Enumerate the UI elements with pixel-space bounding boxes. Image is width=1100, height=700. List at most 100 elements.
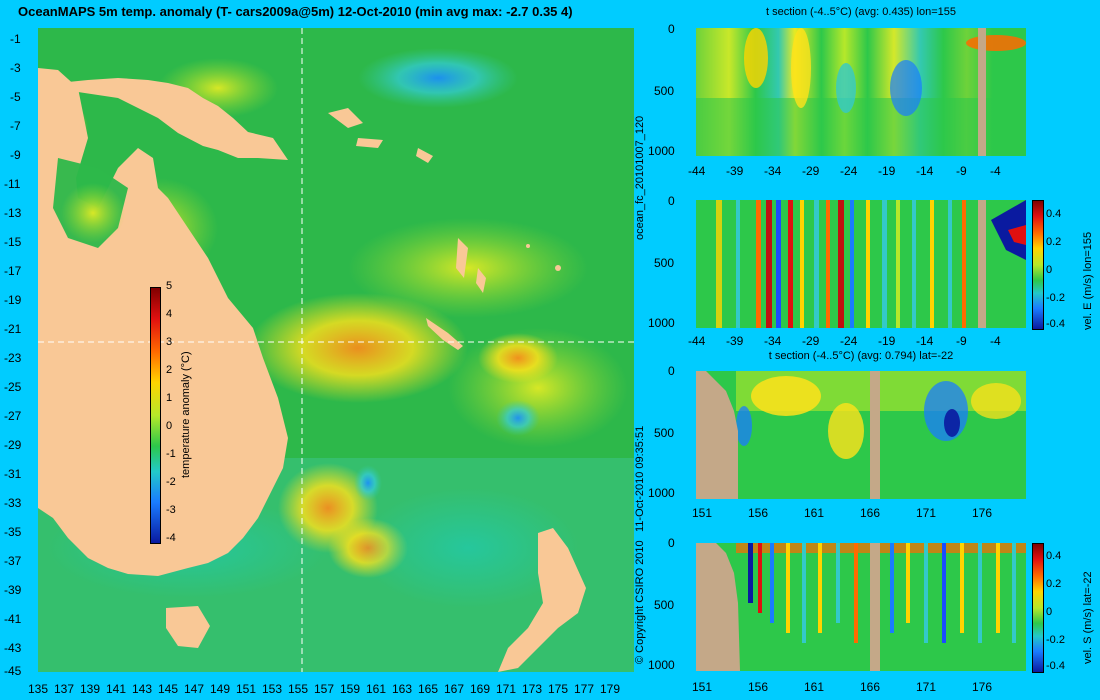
lon-tick: 165 [418, 682, 439, 696]
p1-y-tick: 0 [668, 22, 675, 36]
p1-y-tick: 1000 [648, 144, 675, 158]
p2-x-tick: -29 [802, 334, 820, 348]
lon-tick: 169 [470, 682, 491, 696]
lon-tick: 177 [574, 682, 595, 696]
lat-tick: -21 [4, 322, 22, 336]
island [476, 268, 486, 293]
p1-x-tick: -4 [990, 164, 1001, 178]
lat-tick: -1 [10, 32, 21, 46]
lat-tick: -9 [10, 148, 21, 162]
lon-tick: 145 [158, 682, 179, 696]
p4-x-tick: 171 [916, 680, 937, 694]
temperature-anomaly-map [38, 28, 634, 672]
lat-tick: -39 [4, 583, 22, 597]
p4-x-tick: 151 [692, 680, 713, 694]
lat-tick: -15 [4, 235, 22, 249]
p2-x-tick: -4 [990, 334, 1001, 348]
timestamp-label: 11-Oct-2010 09:35:51 [634, 425, 646, 532]
vel-e-colorbar [1032, 200, 1044, 330]
section-land [978, 200, 986, 328]
lon-tick: 137 [54, 682, 75, 696]
vel-e-colorbar-label: vel. E (m/s) lon=155 [1082, 231, 1094, 330]
p1-y-tick: 500 [654, 84, 675, 98]
p3-y-tick: 1000 [648, 486, 675, 500]
p3-y-tick: 0 [668, 364, 675, 378]
lon-tick: 163 [392, 682, 413, 696]
p1-x-tick: -39 [726, 164, 744, 178]
lat-tick: -43 [4, 641, 22, 655]
map-colorbar-tick: 3 [166, 336, 173, 348]
lat-tick: -23 [4, 351, 22, 365]
p3-x-tick: 171 [916, 506, 937, 520]
new-zealand-land [498, 528, 586, 672]
copyright-label: © Copyright CSIRO 2010 [634, 540, 646, 664]
lat-tick: -3 [10, 61, 21, 75]
map-colorbar-tick: 0 [166, 420, 173, 432]
p4-y-tick: 0 [668, 536, 675, 550]
p3-x-tick: 176 [972, 506, 993, 520]
p3-x-tick: 156 [748, 506, 769, 520]
lon-tick: 157 [314, 682, 335, 696]
lat-tick: -37 [4, 554, 22, 568]
p4-x-tick: 156 [748, 680, 769, 694]
vel-s-colorbar-tick: 0.4 [1046, 550, 1062, 562]
t-section-lat-22 [696, 371, 1026, 499]
map-colorbar-label: temperature anomaly (°C) [180, 351, 192, 478]
section-land [696, 371, 738, 499]
tasmania-land [166, 606, 210, 648]
p3-x-tick: 161 [804, 506, 825, 520]
p1-x-tick: -9 [956, 164, 967, 178]
t-section-lon155 [696, 28, 1026, 156]
lon-tick: 171 [496, 682, 517, 696]
vel-s-section-lat-22 [696, 543, 1026, 671]
lon-tick: 153 [262, 682, 283, 696]
vel-s-colorbar-label: vel. S (m/s) lat=-22 [1082, 571, 1094, 664]
map-colorbar-tick: -2 [166, 476, 176, 488]
p1-x-tick: -14 [916, 164, 934, 178]
island [416, 148, 433, 163]
p4-y-tick: 500 [654, 598, 675, 612]
section-land [696, 543, 740, 671]
p2-y-tick: 500 [654, 256, 675, 270]
vel-e-section-lon155 [696, 200, 1026, 328]
lon-tick: 151 [236, 682, 257, 696]
vel-s-colorbar-tick: 0 [1046, 606, 1053, 618]
vel-e-colorbar-tick: 0.4 [1046, 208, 1062, 220]
run-id-label: ocean_fc_20101007_120 [634, 115, 646, 240]
lat-tick: -35 [4, 525, 22, 539]
lon-tick: 161 [366, 682, 387, 696]
lat-tick: -29 [4, 438, 22, 452]
lat-tick: -33 [4, 496, 22, 510]
new-guinea-land [38, 78, 288, 160]
p1-x-tick: -29 [802, 164, 820, 178]
lon-tick: 143 [132, 682, 153, 696]
p4-x-tick: 166 [860, 680, 881, 694]
p1-x-tick: -19 [878, 164, 896, 178]
p3-y-tick: 500 [654, 426, 675, 440]
lat-tick: -7 [10, 119, 21, 133]
lon-tick: 149 [210, 682, 231, 696]
map-colorbar-tick: 4 [166, 308, 173, 320]
lat-tick: -31 [4, 467, 22, 481]
map-colorbar-tick: 1 [166, 392, 173, 404]
panel-1-title: t section (-4..5°C) (avg: 0.435) lon=155 [766, 6, 956, 18]
lon-tick: 175 [548, 682, 569, 696]
panel-3-title: t section (-4..5°C) (avg: 0.794) lat=-22 [768, 350, 954, 362]
island [456, 238, 468, 278]
vel-e-colorbar-tick: -0.4 [1046, 318, 1065, 330]
vel-e-colorbar-tick: 0 [1046, 264, 1053, 276]
map-colorbar-tick: -4 [166, 532, 176, 544]
p2-x-tick: -44 [688, 334, 706, 348]
p3-x-tick: 151 [692, 506, 713, 520]
map-colorbar-tick: 5 [166, 280, 173, 292]
map-colorbar-tick: -3 [166, 504, 176, 516]
island [356, 138, 383, 148]
p4-x-tick: 176 [972, 680, 993, 694]
map-colorbar-tick: 2 [166, 364, 173, 376]
map-colorbar-tick: -1 [166, 448, 176, 460]
p2-x-tick: -19 [878, 334, 896, 348]
lat-tick: -27 [4, 409, 22, 423]
map-colorbar [150, 287, 161, 544]
p2-x-tick: -14 [916, 334, 934, 348]
page-title: OceanMAPS 5m temp. anomaly (T- cars2009a… [18, 4, 573, 19]
